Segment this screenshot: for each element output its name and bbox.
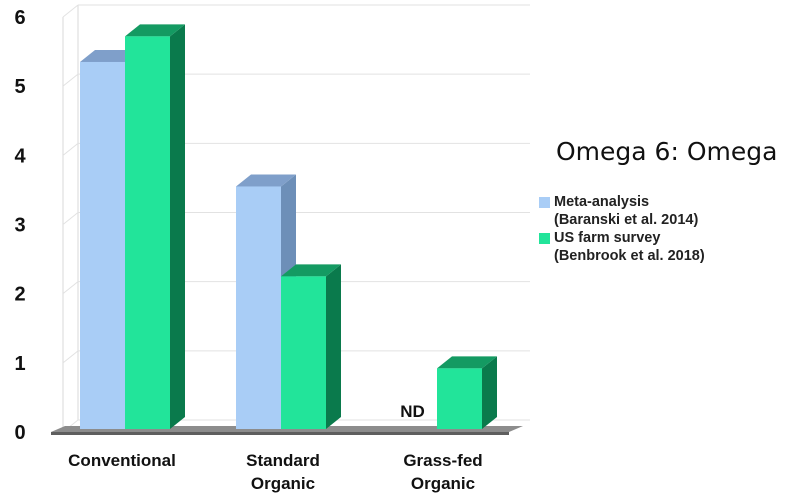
gridline-depth <box>62 350 79 364</box>
x-category-label: Conventional <box>68 451 176 470</box>
gridline-depth <box>62 73 79 87</box>
bar <box>437 368 482 429</box>
bar <box>80 61 125 429</box>
x-category-line: Organic <box>251 474 315 493</box>
y-tick-label: 0 <box>14 422 25 444</box>
legend-label-line2: (Baranski et al. 2014) <box>554 212 699 228</box>
bars <box>80 24 497 429</box>
bar-top <box>437 356 497 369</box>
y-tick-label: 5 <box>14 76 25 98</box>
gridline-depth <box>62 4 79 18</box>
legend: Meta-analysis (Baranski et al. 2014) US … <box>539 193 789 265</box>
legend-label-line2: (Benbrook et al. 2018) <box>554 248 705 264</box>
y-tick-label: 6 <box>14 7 25 29</box>
legend-item-meta-analysis: Meta-analysis (Baranski et al. 2014) <box>539 193 789 229</box>
legend-swatch-us-farm-survey <box>539 233 550 244</box>
annotation-nd: ND <box>400 402 425 421</box>
gridline-depth <box>62 142 79 156</box>
gridline-depth <box>62 212 79 225</box>
chart-title: Omega 6: Omega <box>556 137 778 166</box>
bar-top <box>236 174 296 187</box>
bar-top <box>281 264 341 277</box>
y-tick-label: 4 <box>14 145 26 167</box>
bar-side <box>482 356 497 429</box>
x-axis-categories: Conventional Standard Organic Grass-fed Orga… <box>68 451 483 493</box>
legend-label-line1: US farm survey <box>554 230 661 246</box>
y-tick-label: 3 <box>14 215 25 237</box>
y-tick-label: 1 <box>14 353 25 375</box>
x-category-line: Conventional <box>68 451 176 470</box>
legend-swatch-meta-analysis <box>539 197 550 208</box>
bar <box>125 36 170 429</box>
x-category-label: Standard Organic <box>246 451 320 493</box>
bar <box>281 276 326 429</box>
annotations: ND <box>400 402 425 421</box>
x-category-line: Organic <box>411 474 475 493</box>
y-axis-ticks: 0 1 2 3 4 5 6 <box>14 7 26 444</box>
y-tick-label: 2 <box>14 284 25 306</box>
bar-side <box>326 264 341 429</box>
legend-item-us-farm-survey: US farm survey (Benbrook et al. 2018) <box>539 229 789 265</box>
x-category-label: Grass-fed Organic <box>403 451 482 493</box>
floor-front <box>51 432 509 435</box>
bar-side <box>170 24 185 429</box>
bar-top <box>125 24 185 37</box>
x-category-line: Standard <box>246 451 320 470</box>
gridline-depth <box>62 281 79 295</box>
x-category-line: Grass-fed <box>403 451 482 470</box>
legend-label-line1: Meta-analysis <box>554 194 650 210</box>
bar <box>236 186 281 429</box>
